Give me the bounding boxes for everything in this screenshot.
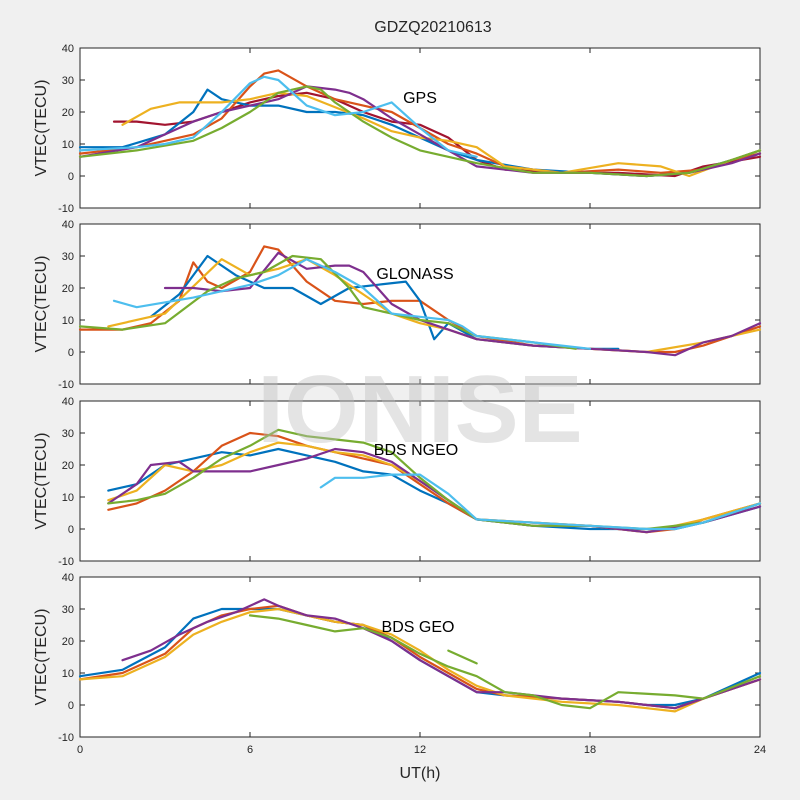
series-line (78, 75, 478, 158)
y-tick-label: 40 (62, 219, 74, 231)
panel-2: 40 30 20 10 0 -10 VTEC(TECU) GLONASS (33, 219, 762, 391)
y-tick-label: 30 (62, 604, 74, 616)
y-tick-label: 0 (68, 524, 74, 536)
y-tick-label: 40 (62, 396, 74, 408)
y-tick-label: 30 (62, 251, 74, 263)
y-tick-label: 30 (62, 428, 74, 440)
x-axis-label: UT(h) (400, 765, 441, 782)
panel-label: BDS GEO (382, 619, 455, 636)
y-axis-label: VTEC(TECU) (33, 256, 50, 353)
y-tick-label: 10 (62, 492, 74, 504)
series-line (319, 473, 762, 531)
x-tick-label: 12 (414, 744, 426, 756)
x-tick-label: 24 (754, 744, 766, 756)
y-axis-label: VTEC(TECU) (33, 80, 50, 177)
y-tick-label: 40 (62, 43, 74, 55)
series-line (248, 614, 762, 710)
x-tick-label: 18 (584, 744, 596, 756)
y-tick-label: 10 (62, 315, 74, 327)
panel-label: BDS NGEO (374, 442, 458, 459)
series-line (112, 258, 592, 350)
y-tick-label: 30 (62, 75, 74, 87)
series-line (78, 85, 762, 178)
series-line (121, 598, 762, 710)
series-line (447, 649, 478, 665)
y-tick-label: 0 (68, 347, 74, 359)
y-tick-label: 20 (62, 460, 74, 472)
panel-1: 40 30 20 10 0 -10 VTEC(TECU) GPS (33, 43, 762, 215)
series-line (78, 254, 577, 350)
y-tick-label: 40 (62, 572, 74, 584)
panel-label: GPS (403, 90, 437, 107)
y-tick-label: 0 (68, 700, 74, 712)
y-tick-label: 0 (68, 171, 74, 183)
panel-3: 40 30 20 10 0 -10 VTEC(TECU) BDS NGEO (33, 396, 762, 568)
y-tick-label: 20 (62, 636, 74, 648)
y-tick-label: -10 (58, 379, 74, 391)
y-axis-label: VTEC(TECU) (33, 609, 50, 706)
watermark: IONISE (257, 356, 582, 463)
plot-area (79, 223, 761, 385)
series-line (121, 91, 762, 178)
chart-title: GDZQ20210613 (374, 19, 492, 36)
y-tick-label: 10 (62, 668, 74, 680)
y-tick-label: -10 (58, 732, 74, 744)
y-tick-label: -10 (58, 556, 74, 568)
y-tick-label: -10 (58, 203, 74, 215)
x-tick-label: 0 (77, 744, 83, 756)
y-tick-label: 20 (62, 107, 74, 119)
series-line (78, 69, 762, 174)
x-tick-label: 6 (247, 744, 253, 756)
y-tick-label: 10 (62, 139, 74, 151)
y-axis-label: VTEC(TECU) (33, 433, 50, 530)
y-tick-label: 20 (62, 283, 74, 295)
panel-label: GLONASS (376, 266, 453, 283)
series-line (78, 607, 762, 713)
